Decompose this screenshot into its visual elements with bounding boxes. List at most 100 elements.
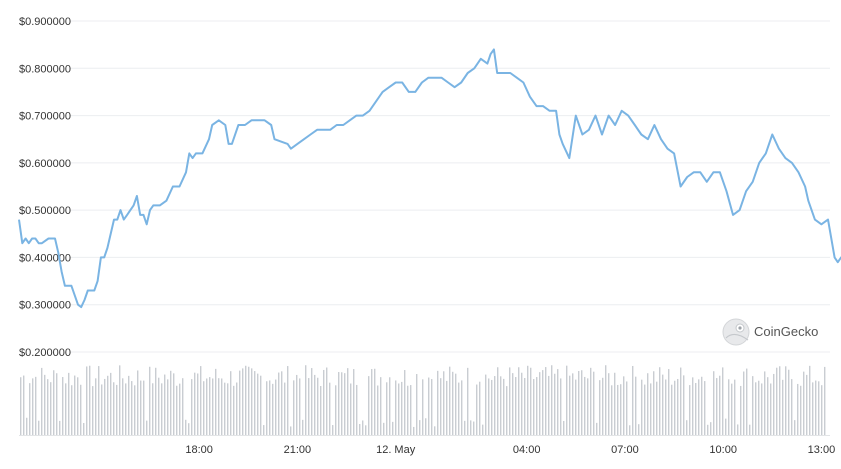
- volume-bar: [803, 371, 805, 435]
- volume-bar: [227, 383, 229, 435]
- volume-bar: [470, 420, 472, 435]
- volume-bar: [296, 374, 298, 435]
- volume-bar: [380, 377, 382, 435]
- volume-bar: [143, 380, 145, 435]
- volume-bar: [440, 378, 442, 435]
- volume-bar: [119, 365, 121, 435]
- volume-bar: [527, 365, 529, 435]
- volume-bar: [635, 376, 637, 435]
- volume-bar: [437, 370, 439, 435]
- volume-bar: [677, 378, 679, 435]
- volume-bar: [71, 385, 73, 435]
- volume-bar: [269, 380, 271, 435]
- volume-bar: [233, 385, 235, 435]
- volume-bar: [65, 383, 67, 435]
- volume-bar: [386, 382, 388, 435]
- volume-bar: [374, 368, 376, 435]
- volume-bar: [179, 383, 181, 435]
- volume-bar: [581, 370, 583, 435]
- volume-bar: [641, 379, 643, 435]
- volume-bar: [188, 423, 190, 435]
- y-tick-label: $0.900000: [19, 16, 71, 28]
- volume-bar: [452, 371, 454, 435]
- volume-bar: [689, 385, 691, 435]
- volume-bar: [107, 375, 109, 435]
- volume-bar: [236, 382, 238, 435]
- volume-bar: [35, 376, 37, 435]
- volume-bar: [563, 420, 565, 435]
- x-tick-label: 04:00: [513, 444, 541, 456]
- volume-bar: [707, 424, 709, 435]
- x-tick-label: 12. May: [376, 444, 416, 456]
- volume-bar: [779, 366, 781, 435]
- volume-bar: [662, 374, 664, 435]
- volume-bar: [371, 369, 373, 435]
- volume-bar: [530, 367, 532, 435]
- volume-bar: [680, 367, 682, 435]
- volume-bar: [137, 370, 139, 435]
- volume-bar: [554, 373, 556, 435]
- volume-bar: [767, 377, 769, 435]
- volume-bar: [644, 384, 646, 435]
- volume-bar: [476, 384, 478, 435]
- volume-bar: [20, 377, 22, 435]
- volume-bar: [461, 380, 463, 435]
- volume-bar: [716, 378, 718, 435]
- volume-bar: [656, 381, 658, 435]
- volume-bar: [593, 371, 595, 435]
- volume-bar: [164, 374, 166, 435]
- volume-bar: [104, 378, 106, 435]
- volume-bar: [488, 378, 490, 435]
- volume-bar: [422, 379, 424, 435]
- volume-bar: [68, 372, 70, 435]
- volume-bar: [776, 367, 778, 435]
- volume-bar: [272, 383, 274, 435]
- volume-bar: [659, 367, 661, 435]
- volume-bar: [32, 378, 34, 435]
- volume-bar: [686, 420, 688, 435]
- volume-bar: [584, 376, 586, 435]
- volume-bar: [86, 366, 88, 435]
- volume-bar: [293, 380, 295, 435]
- volume-bar: [407, 385, 409, 435]
- volume-bar: [110, 372, 112, 435]
- volume-bar: [212, 378, 214, 435]
- volume-bar: [311, 368, 313, 435]
- volume-bar: [83, 422, 85, 435]
- volume-bar: [260, 375, 262, 435]
- volume-bar: [182, 378, 184, 435]
- volume-bar: [740, 385, 742, 435]
- volume-bar: [245, 365, 247, 435]
- volume-bar: [569, 375, 571, 435]
- y-tick-label: $0.200000: [19, 347, 71, 359]
- volume-bar: [500, 376, 502, 435]
- volume-bar: [134, 385, 136, 435]
- volume-bar: [722, 367, 724, 435]
- volume-bar: [806, 374, 808, 435]
- volume-bar: [152, 383, 154, 435]
- volume-bar: [821, 385, 823, 435]
- volume-bar: [80, 384, 82, 435]
- volume-bar: [596, 422, 598, 435]
- volume-bar: [362, 420, 364, 435]
- volume-bar: [278, 372, 280, 435]
- volume-bar: [254, 371, 256, 435]
- volume-bar: [506, 386, 508, 435]
- volume-bar: [29, 383, 31, 435]
- volume-bar: [239, 370, 241, 435]
- volume-bar: [467, 367, 469, 435]
- volume-bar: [50, 382, 52, 435]
- volume-bar: [497, 367, 499, 435]
- volume-bar: [671, 384, 673, 435]
- volume-bar: [566, 365, 568, 435]
- volume-bar: [629, 425, 631, 435]
- volume-bar: [590, 367, 592, 435]
- volume-bar: [665, 379, 667, 435]
- volume-bar: [818, 381, 820, 435]
- volume-bar: [719, 375, 721, 435]
- volume-bar: [98, 366, 100, 435]
- volume-bar: [683, 375, 685, 435]
- y-tick-label: $0.300000: [19, 300, 71, 312]
- x-tick-label: 07:00: [611, 444, 639, 456]
